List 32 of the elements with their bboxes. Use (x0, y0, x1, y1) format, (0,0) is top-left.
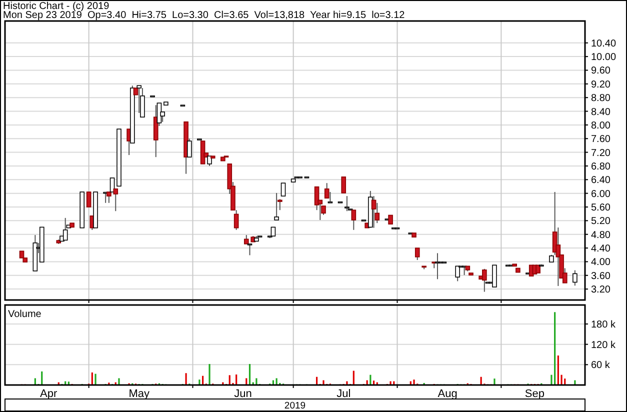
y-tick-label: 9.60 (591, 66, 611, 77)
x-tick-label: Apr (40, 388, 58, 400)
y-tick-label: 4.80 (591, 230, 611, 241)
y-tick-label: 6.00 (591, 188, 611, 200)
y-tick-label: 6.40 (591, 175, 611, 186)
y-tick-label: 7.20 (591, 148, 611, 159)
x-axis-title: 2019 (284, 400, 306, 412)
y-tick-label: 6.80 (591, 161, 611, 172)
chart-title: Volume (8, 309, 42, 320)
y-tick-label: 8.40 (591, 106, 611, 118)
y-tick-label: 60 k (591, 360, 611, 372)
y-tick-label: 7.60 (591, 134, 611, 146)
x-tick-label: Sep (524, 388, 544, 400)
y-tick-label: 180 k (591, 319, 616, 330)
y-tick-label: 8.80 (591, 93, 611, 104)
chart-subtitle: Mon Sep 23 2019 Op=3.40 Hi=3.75 Lo=3.30 Cl=3.65 Vol=13,818 Year hi=9.15 lo=3.12 (3, 10, 406, 21)
y-tick-label: 5.20 (591, 216, 611, 228)
x-tick-label: Jun (234, 388, 252, 400)
y-tick-label: 10.00 (591, 52, 616, 64)
y-tick-label: 8.00 (591, 120, 611, 132)
chart-title: Historic Chart - (c) 2019 (3, 1, 110, 12)
y-tick-label: 4.40 (591, 244, 611, 255)
y-tick-label: 3.60 (591, 270, 611, 282)
y-tick-label: 9.20 (591, 79, 611, 90)
y-tick-label: 5.60 (591, 202, 611, 214)
y-tick-label: 3.20 (591, 284, 611, 296)
y-tick-label: 120 k (591, 340, 616, 351)
x-tick-label: Aug (438, 388, 458, 400)
y-tick-label: 10.40 (591, 38, 616, 50)
y-tick-label: 4.00 (591, 257, 611, 268)
x-tick-label: May (128, 388, 150, 400)
x-tick-label: Jul (336, 388, 351, 400)
